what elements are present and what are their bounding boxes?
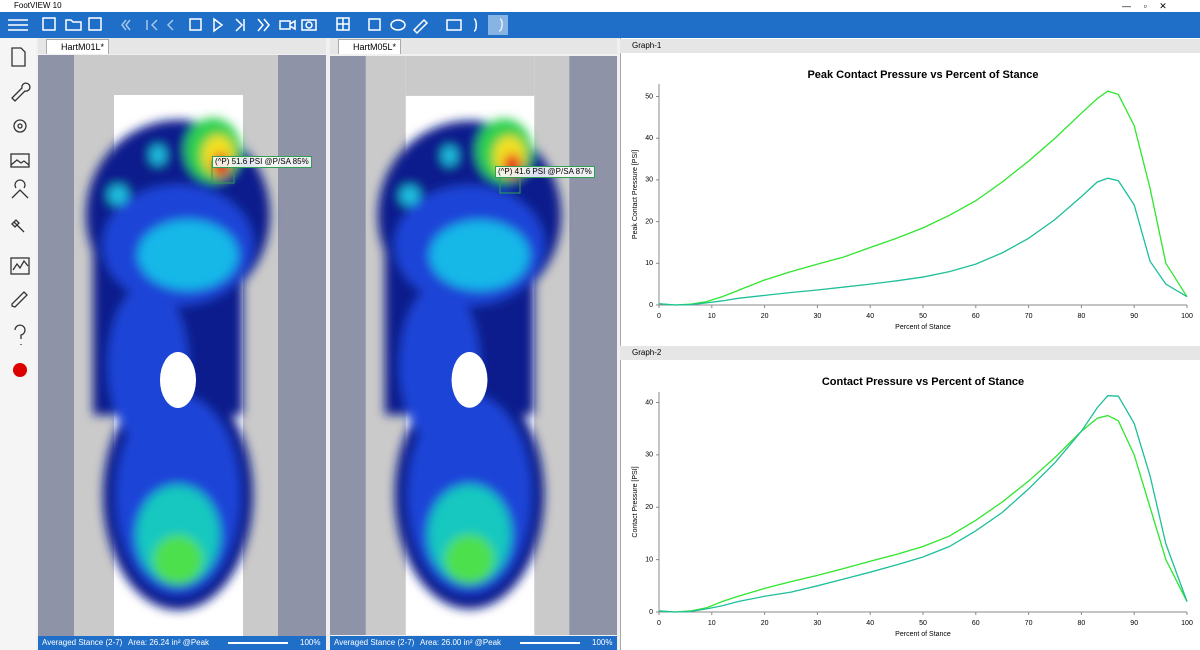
ellipse-tool[interactable] [390,19,406,31]
window-controls[interactable]: — ▫ ✕ [1122,1,1167,11]
probe-icon[interactable] [11,219,25,233]
document-tab[interactable]: HartM05L* [338,39,402,54]
record-button[interactable] [13,363,27,377]
graph-tab-label: Graph-2 [632,348,662,357]
graph-icon[interactable] [10,257,30,275]
new-button[interactable] [42,17,56,31]
graph-tab-label: Graph-1 [632,41,662,50]
toolbar [0,12,1200,38]
document-tab[interactable]: HartM01L* [46,39,110,54]
settings-icon[interactable] [13,119,27,133]
zoom-text: 100% [592,638,613,647]
status-bar: Averaged Stance (2-7) Area: 26.00 in² @P… [330,636,617,650]
peak-annotation: (^P) 41.6 PSI @P/SA 87% [495,166,595,178]
save-button[interactable] [88,17,102,31]
status-bar: Averaged Stance (2-7) Area: 26.24 in² @P… [38,636,326,650]
app-title: FootVIEW 10 [14,1,62,10]
zoom-slider[interactable] [228,642,288,644]
graph-tab[interactable]: Graph-1 [620,39,1200,53]
stop-button[interactable] [189,18,202,31]
tab-strip [38,38,326,54]
analysis-icon[interactable] [11,179,29,199]
help-icon[interactable] [14,324,26,345]
tab-strip [330,38,617,54]
zoom-text: 100% [300,638,321,647]
status-text: Averaged Stance (2-7) [334,638,415,647]
menu-button[interactable] [8,19,28,31]
peak-annotation: (^P) 51.6 PSI @P/SA 85% [212,156,312,168]
ruler-tool[interactable] [412,18,429,35]
pressure-map [330,55,617,636]
sidebar [0,38,36,650]
graph-tab[interactable]: Graph-2 [620,346,1200,360]
area-text: Area: 26.24 in² @Peak [128,638,210,647]
playback-forward[interactable] [213,17,317,33]
zoom-slider[interactable] [520,642,580,644]
title-bar: FootVIEW 10 — ▫ ✕ [0,0,1200,12]
tools-icon[interactable] [11,82,31,102]
pressure-map [38,55,326,636]
rect-tool[interactable] [368,18,381,31]
image-icon[interactable] [10,153,30,168]
area-text: Area: 26.00 in² @Peak [420,638,502,647]
view-button[interactable] [446,19,462,31]
status-text: Averaged Stance (2-7) [42,638,123,647]
open-button[interactable] [65,19,82,31]
graph-area [620,38,1200,650]
playback-back[interactable] [121,19,174,31]
edit-icon[interactable] [11,291,28,308]
file-icon[interactable] [11,47,26,67]
